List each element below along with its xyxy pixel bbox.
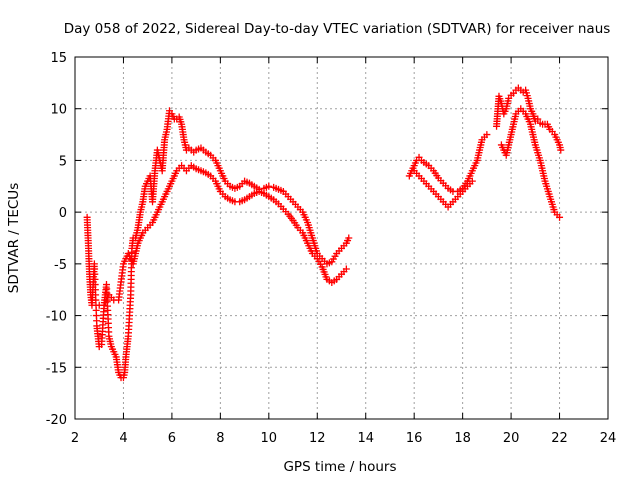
series-segment-2-lower [410, 167, 476, 211]
data-points [83, 84, 565, 382]
data-point [468, 177, 476, 185]
y-tick-label: 10 [50, 103, 67, 118]
x-tick-label: 20 [503, 431, 520, 446]
y-tick-label: -5 [54, 258, 67, 273]
y-axis-label: SDTVAR / TECUs [6, 183, 22, 293]
data-point [534, 115, 542, 123]
x-tick-label: 12 [309, 431, 326, 446]
x-tick-label: 6 [168, 431, 176, 446]
y-tick-label: 15 [50, 51, 67, 66]
x-tick-label: 14 [357, 431, 374, 446]
x-tick-label: 10 [261, 431, 278, 446]
x-tick-label: 2 [71, 431, 79, 446]
series-segment-2 [405, 131, 491, 195]
y-tick-label: -15 [46, 361, 67, 376]
series-segment-3-lower [497, 105, 564, 221]
x-tick-label: 18 [454, 431, 471, 446]
y-tick-label: 5 [59, 154, 67, 169]
x-tick-label: 24 [600, 431, 617, 446]
series-segment-1-lower [95, 162, 350, 309]
plot-frame [74, 56, 609, 420]
data-point [342, 265, 350, 273]
data-point [345, 234, 353, 242]
data-point [556, 213, 564, 221]
chart-title: Day 058 of 2022, Sidereal Day-to-day VTE… [64, 21, 611, 37]
y-tick-label: -20 [46, 413, 67, 428]
x-tick-label: 4 [119, 431, 127, 446]
y-tick-label: 0 [59, 206, 67, 221]
data-point [483, 131, 491, 139]
x-tick-label: 22 [551, 431, 568, 446]
grid [75, 57, 608, 419]
series-segment-3 [493, 84, 565, 154]
x-tick-label: 16 [406, 431, 423, 446]
y-tick-label: -10 [46, 310, 67, 325]
x-axis-label: GPS time / hours [283, 459, 396, 475]
data-point [557, 146, 565, 154]
x-tick-label: 8 [216, 431, 224, 446]
data-point [265, 182, 273, 190]
